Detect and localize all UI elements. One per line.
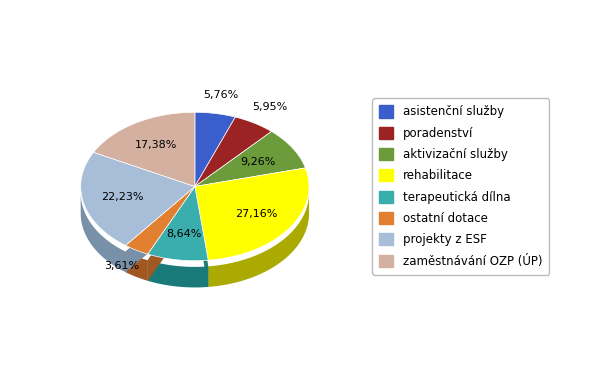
Polygon shape bbox=[195, 117, 272, 186]
Text: 17,38%: 17,38% bbox=[135, 140, 177, 150]
Polygon shape bbox=[195, 112, 235, 186]
Polygon shape bbox=[125, 252, 148, 281]
Polygon shape bbox=[195, 168, 309, 260]
Text: 22,23%: 22,23% bbox=[101, 192, 144, 202]
Polygon shape bbox=[208, 193, 309, 287]
Text: 5,76%: 5,76% bbox=[203, 90, 238, 100]
Text: 8,64%: 8,64% bbox=[166, 229, 201, 239]
Text: 5,95%: 5,95% bbox=[252, 102, 287, 112]
Legend: asistenční služby, poradenství, aktivizační služby, rehabilitace, terapeutická d: asistenční služby, poradenství, aktiviza… bbox=[372, 98, 549, 275]
Polygon shape bbox=[125, 193, 195, 272]
Polygon shape bbox=[148, 186, 208, 261]
Text: 27,16%: 27,16% bbox=[235, 209, 277, 219]
Polygon shape bbox=[195, 131, 306, 186]
Text: 9,26%: 9,26% bbox=[241, 157, 276, 166]
Polygon shape bbox=[148, 193, 195, 281]
Polygon shape bbox=[148, 193, 195, 281]
Polygon shape bbox=[148, 260, 208, 288]
Polygon shape bbox=[125, 193, 195, 272]
Polygon shape bbox=[81, 194, 125, 272]
Text: 3,61%: 3,61% bbox=[104, 261, 139, 271]
Polygon shape bbox=[125, 186, 195, 254]
Polygon shape bbox=[195, 193, 208, 287]
Polygon shape bbox=[94, 112, 195, 186]
Polygon shape bbox=[195, 193, 208, 287]
Polygon shape bbox=[81, 152, 195, 245]
